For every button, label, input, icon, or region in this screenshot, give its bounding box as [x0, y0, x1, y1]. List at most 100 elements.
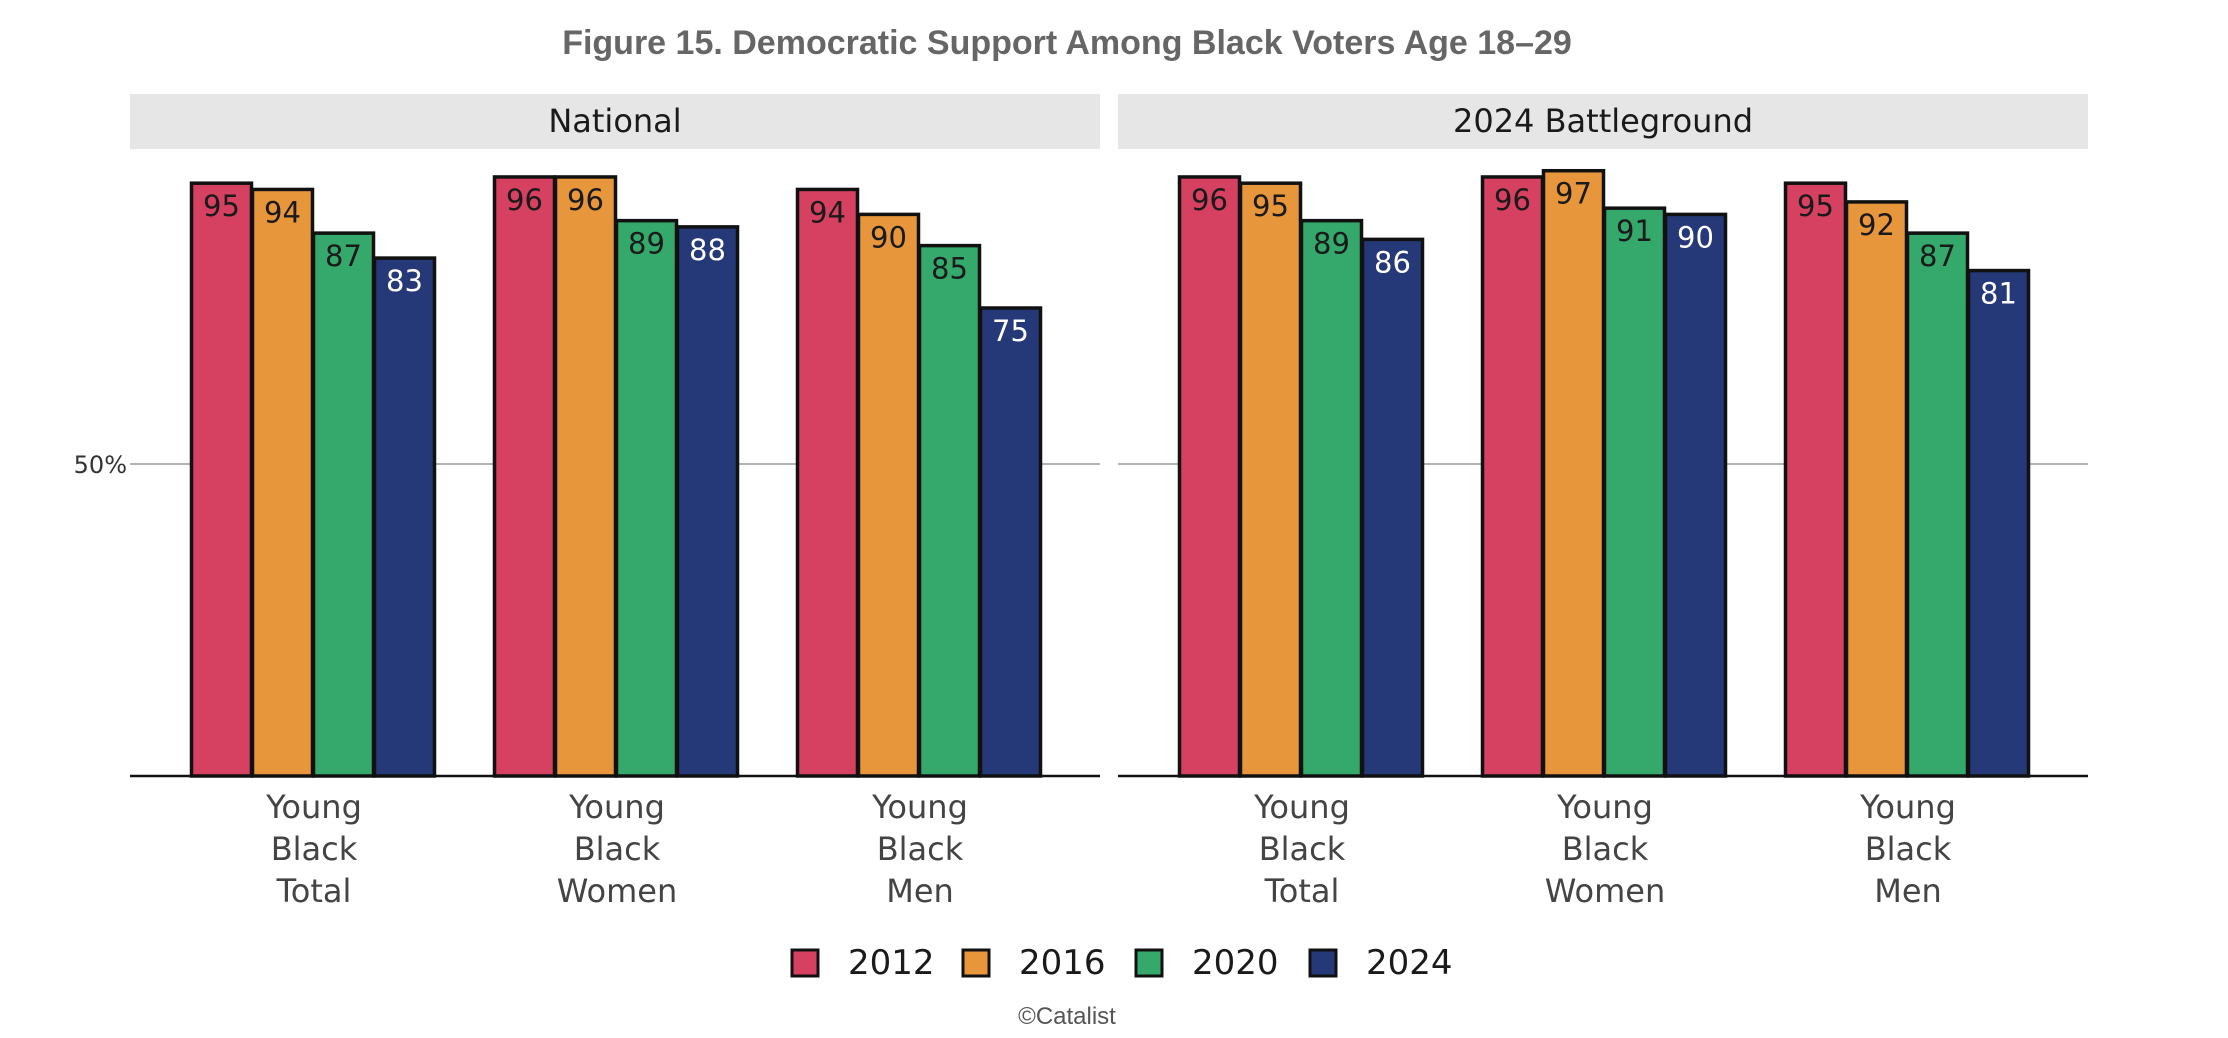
bar-2024: [978, 306, 1043, 778]
bar-2016: [1844, 200, 1909, 778]
data-label: 90: [1677, 220, 1714, 254]
category-group: 95 94 87 83 Young Black Total: [189, 181, 437, 910]
bar-2012: [492, 175, 557, 778]
data-label: 87: [1919, 239, 1956, 273]
legend-label: 2020: [1192, 943, 1279, 983]
x-tick-label: Young Black Women: [1545, 788, 1665, 910]
bar-2024: [372, 256, 437, 778]
legend-label: 2012: [848, 943, 935, 983]
x-tick-label-line: Black: [1562, 830, 1649, 868]
x-tick-label-line: Young: [871, 788, 968, 826]
bar-2024: [1663, 212, 1728, 778]
bar-2016: [1541, 168, 1606, 778]
x-tick-label-line: Young: [1253, 788, 1350, 826]
data-label: 95: [203, 189, 240, 223]
x-tick-label-line: Women: [1545, 872, 1665, 910]
x-tick-label: Young Black Men: [871, 788, 968, 910]
legend-item-2012: 2012: [790, 943, 935, 983]
panel-title: 2024 Battleground: [1453, 102, 1753, 140]
category-group: 96 95 89 86 Young Black Total: [1177, 175, 1425, 910]
data-label: 94: [809, 195, 846, 229]
x-tick-label: Young Black Total: [265, 788, 362, 910]
x-tick-label-line: Young: [568, 788, 665, 826]
x-tick-label-line: Black: [271, 830, 358, 868]
bar-2020: [614, 218, 679, 778]
data-label: 96: [506, 183, 543, 217]
bar-2012: [189, 181, 254, 778]
data-label: 94: [264, 195, 301, 229]
category-group: 96 96 89 88 Young Black Women: [492, 175, 740, 910]
x-tick-label-line: Young: [1556, 788, 1653, 826]
credit-text: ©Catalist: [1018, 1003, 1116, 1030]
legend-swatch: [790, 948, 820, 978]
legend-label: 2024: [1366, 943, 1453, 983]
data-label: 88: [689, 233, 726, 267]
data-label: 92: [1858, 208, 1895, 242]
data-label: 97: [1555, 177, 1592, 211]
data-label: 96: [567, 183, 604, 217]
data-label: 81: [1980, 277, 2017, 311]
data-label: 86: [1374, 245, 1411, 279]
x-tick-label-line: Young: [265, 788, 362, 826]
x-tick-label: Young Black Total: [1253, 788, 1350, 910]
legend-item-2024: 2024: [1308, 943, 1453, 983]
x-tick-label-line: Young: [1859, 788, 1956, 826]
y-tick-label: 50%: [74, 451, 127, 479]
bar-2016: [856, 212, 921, 778]
panel-strip: [1118, 94, 2088, 149]
data-label: 89: [1313, 227, 1350, 261]
panel-strip: [130, 94, 1100, 149]
bar-2020: [311, 231, 376, 778]
legend-swatch: [1134, 948, 1164, 978]
data-label: 83: [386, 264, 423, 298]
bar-2020: [1905, 231, 1970, 778]
chart-title: Figure 15. Democratic Support Among Blac…: [562, 24, 1572, 62]
category-group: 94 90 85 75 Young Black Men: [795, 187, 1043, 910]
bar-2012: [1177, 175, 1242, 778]
x-tick-label: Young Black Men: [1859, 788, 1956, 910]
legend-swatch: [961, 948, 991, 978]
panel-1: National 95 94 87 83 Young Black Total 96 96 89 88 Y…: [130, 94, 1100, 910]
x-tick-label-line: Black: [1259, 830, 1346, 868]
legend-swatch: [1308, 948, 1338, 978]
data-label: 75: [992, 314, 1029, 348]
category-group: 95 92 87 81 Young Black Men: [1783, 181, 2031, 910]
data-label: 85: [931, 252, 968, 286]
x-tick-label-line: Black: [574, 830, 661, 868]
x-tick-label-line: Black: [1865, 830, 1952, 868]
x-tick-label-line: Men: [1874, 872, 1942, 910]
x-tick-label-line: Total: [276, 872, 352, 910]
x-tick-label-line: Total: [1264, 872, 1340, 910]
data-label: 96: [1494, 183, 1531, 217]
bar-2020: [1299, 218, 1364, 778]
bar-2016: [1238, 181, 1303, 778]
category-group: 96 97 91 90 Young Black Women: [1480, 168, 1728, 910]
plot-area: National 95 94 87 83 Young Black Total 96 96 89 88 Y…: [74, 94, 2088, 910]
data-label: 87: [325, 239, 362, 273]
panel-title: National: [548, 102, 681, 140]
legend-label: 2016: [1019, 943, 1106, 983]
bar-2012: [1480, 175, 1545, 778]
x-tick-label-line: Black: [877, 830, 964, 868]
bar-2012: [795, 187, 860, 778]
bar-2016: [553, 175, 618, 778]
data-label: 96: [1191, 183, 1228, 217]
bar-2012: [1783, 181, 1848, 778]
legend-item-2020: 2020: [1134, 943, 1279, 983]
data-label: 95: [1797, 189, 1834, 223]
bar-2024: [1966, 268, 2031, 778]
data-label: 95: [1252, 189, 1289, 223]
x-tick-label: Young Black Women: [557, 788, 677, 910]
data-label: 90: [870, 220, 907, 254]
legend: 2012 2016 2020 2024: [790, 943, 1453, 983]
panel-2: 2024 Battleground 96 95 89 86 Young Black Total…: [1118, 94, 2088, 910]
bar-2024: [675, 225, 740, 778]
bar-2024: [1360, 237, 1425, 778]
bar-2020: [917, 243, 982, 778]
x-tick-label-line: Men: [886, 872, 954, 910]
data-label: 91: [1616, 214, 1653, 248]
bar-2020: [1602, 206, 1667, 778]
x-tick-label-line: Women: [557, 872, 677, 910]
bar-2016: [250, 187, 315, 778]
